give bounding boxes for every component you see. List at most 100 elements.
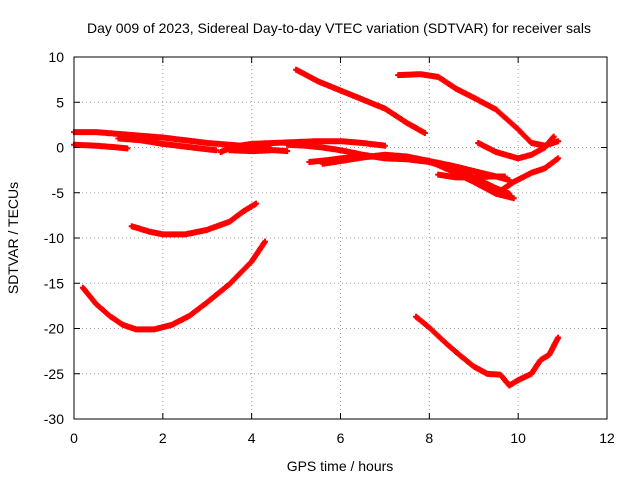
data-point	[139, 138, 143, 142]
y-tick-label: -25	[44, 366, 64, 382]
x-tick-label: 6	[337, 430, 345, 446]
data-point	[272, 141, 276, 145]
data-point	[494, 107, 498, 111]
series-s11	[395, 71, 562, 149]
data-point	[227, 282, 231, 286]
data-point	[361, 155, 365, 159]
data-point	[94, 302, 98, 306]
data-point	[529, 171, 533, 175]
data-point	[161, 232, 165, 236]
data-point	[454, 87, 458, 91]
data-point	[396, 73, 400, 77]
data-point	[139, 134, 143, 138]
y-tick-label: -15	[44, 275, 64, 291]
data-point	[161, 142, 165, 146]
data-point	[503, 174, 507, 178]
data-point	[205, 300, 209, 304]
data-point	[516, 378, 520, 382]
data-point	[547, 353, 551, 357]
data-point	[316, 79, 320, 83]
data-point	[94, 130, 98, 134]
data-point	[303, 144, 307, 148]
data-point	[529, 141, 533, 145]
data-point	[183, 232, 187, 236]
data-point	[148, 230, 152, 234]
data-point	[94, 144, 98, 148]
data-point	[241, 210, 245, 214]
data-point	[339, 148, 342, 152]
data-point	[116, 136, 120, 140]
data-point	[161, 136, 165, 140]
data-point	[414, 315, 418, 319]
x-tick-label: 0	[70, 430, 78, 446]
data-point	[556, 139, 560, 143]
data-point	[472, 175, 476, 179]
data-point	[130, 224, 134, 228]
data-point	[472, 365, 476, 369]
data-point	[294, 68, 298, 72]
data-point	[472, 96, 476, 100]
data-point	[205, 147, 209, 151]
data-point	[81, 286, 85, 290]
data-point	[529, 153, 533, 157]
data-point	[472, 180, 476, 184]
data-point	[361, 141, 365, 145]
data-point	[436, 173, 440, 177]
data-point	[494, 186, 498, 190]
x-tick-label: 8	[425, 430, 433, 446]
series-s2	[71, 141, 131, 152]
data-point	[121, 323, 125, 327]
data-point	[152, 327, 156, 331]
series-s16	[413, 313, 562, 389]
data-point	[383, 144, 387, 148]
data-point	[543, 166, 547, 170]
data-point	[498, 373, 502, 377]
data-series-layer	[71, 66, 562, 389]
series-markers	[226, 147, 291, 155]
chart-title: Day 009 of 2023, Sidereal Day-to-day VTE…	[87, 20, 591, 36]
data-point	[170, 323, 174, 327]
x-tick-label: 4	[248, 430, 256, 446]
y-tick-label: 0	[56, 140, 64, 156]
data-point	[339, 88, 342, 92]
series-s15	[79, 238, 268, 333]
data-point	[272, 148, 276, 152]
data-point	[507, 178, 511, 182]
series-s8	[319, 151, 517, 202]
data-point	[205, 141, 209, 145]
data-point	[183, 145, 187, 149]
data-point	[427, 159, 431, 163]
y-tick-label: -10	[44, 230, 64, 246]
data-point	[361, 98, 365, 102]
data-point	[454, 350, 458, 354]
data-point	[285, 149, 289, 153]
data-point	[476, 141, 480, 145]
series-s5	[226, 147, 291, 155]
series-s14	[128, 200, 260, 238]
data-point	[227, 220, 231, 224]
data-point	[205, 228, 209, 232]
data-point	[108, 314, 112, 318]
data-point	[250, 142, 254, 146]
x-tick-label: 12	[599, 430, 615, 446]
data-point	[125, 146, 129, 150]
y-tick-label: -20	[44, 321, 64, 337]
data-point	[423, 131, 427, 135]
data-point	[219, 150, 223, 154]
axis-ticks: 0 2 4 6 8 10 12 -30 -25 -20 -15 -10 -5 0 5 10	[44, 49, 615, 446]
data-point	[405, 155, 409, 159]
data-point	[383, 107, 387, 111]
series-s12	[475, 133, 557, 162]
data-point	[556, 156, 560, 160]
data-point	[516, 156, 520, 160]
data-point	[116, 132, 120, 136]
series-s3	[115, 135, 220, 154]
series-s9	[435, 171, 508, 181]
data-point	[427, 326, 431, 330]
data-point	[441, 338, 445, 342]
data-point	[543, 146, 547, 149]
x-tick-label: 10	[510, 430, 526, 446]
data-point	[418, 72, 422, 76]
